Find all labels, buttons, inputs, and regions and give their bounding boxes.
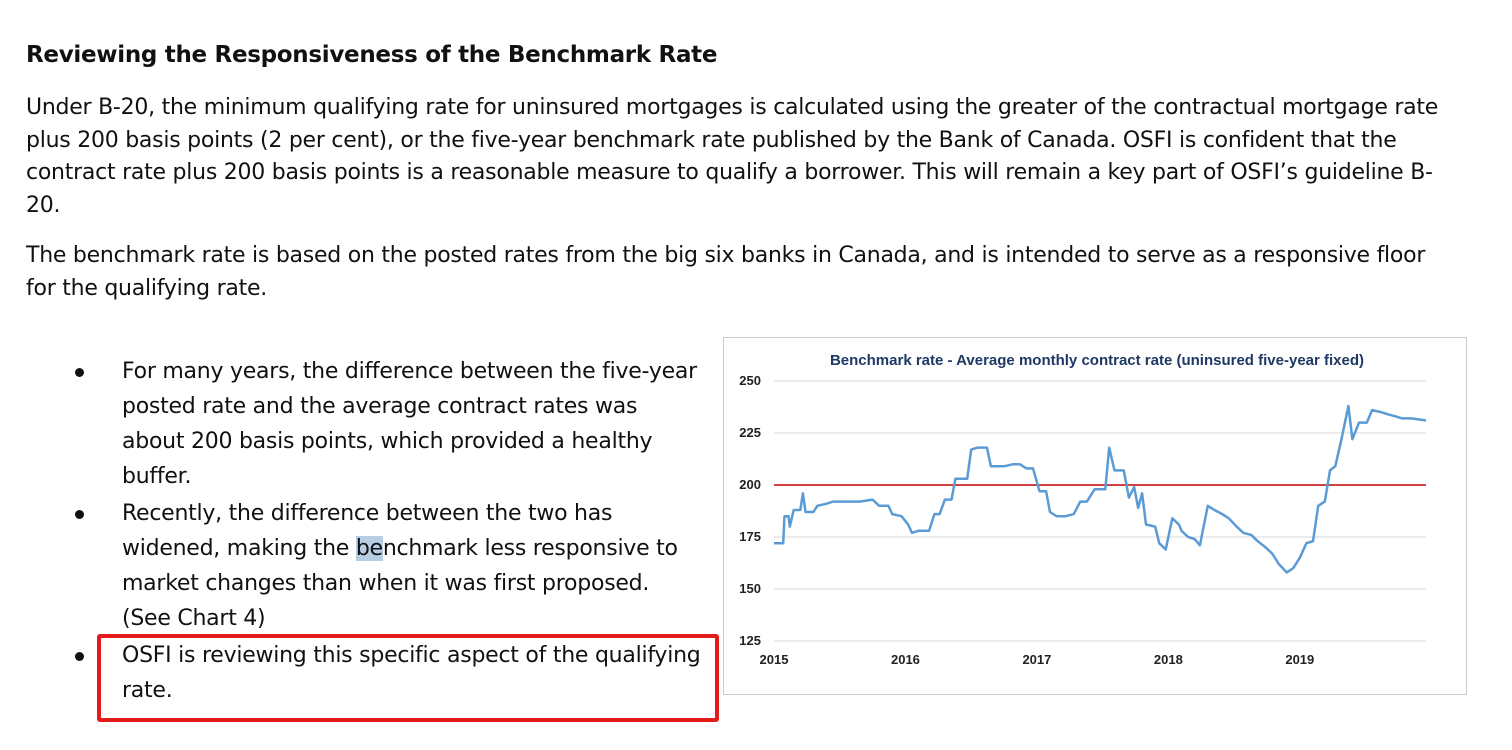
bullet-text-after: nchmark less responsive to market change…: [122, 536, 678, 631]
y-tick-label: 150: [739, 581, 761, 596]
text-selection-highlight[interactable]: be: [355, 536, 383, 561]
section-heading: Reviewing the Responsiveness of the Benc…: [26, 42, 718, 68]
y-tick-label: 125: [739, 633, 761, 648]
chart-title: Benchmark rate - Average monthly contrac…: [830, 352, 1364, 369]
x-tick-label: 2017: [1022, 652, 1051, 667]
bullet-item-osfi-reviewing: OSFI is reviewing this specific aspect o…: [0, 638, 702, 708]
x-tick-label: 2018: [1154, 652, 1183, 667]
paragraph-benchmark-rate: The benchmark rate is based on the poste…: [26, 243, 1426, 301]
chart-canvas: Benchmark rate - Average monthly contrac…: [739, 352, 1427, 667]
bullet-text-before: Recently, the difference between the two…: [122, 501, 613, 561]
series-line-benchmark-spread: [774, 404, 1427, 574]
y-tick-label: 250: [739, 373, 761, 388]
x-tick-label: 2015: [760, 652, 789, 667]
paragraph-b20-qualifying-rate: Under B-20, the minimum qualifying rate …: [26, 95, 1439, 218]
highlight-annotation-box: [97, 634, 719, 722]
y-tick-label: 175: [739, 529, 761, 544]
x-tick-label: 2019: [1285, 652, 1314, 667]
x-tick-label: 2016: [891, 652, 920, 667]
y-tick-label: 225: [739, 425, 761, 440]
y-tick-label: 200: [739, 477, 761, 492]
bullet-item-widened-difference: Recently, the difference between the two…: [0, 496, 702, 636]
bullet-text: OSFI is reviewing this specific aspect o…: [122, 643, 701, 703]
bullet-dot-icon: [75, 652, 84, 661]
bullet-text: For many years, the difference between t…: [122, 359, 697, 489]
bullet-dot-icon: [75, 368, 84, 377]
bullet-list: For many years, the difference between t…: [0, 354, 720, 710]
bullet-item-historical-difference: For many years, the difference between t…: [0, 354, 702, 494]
benchmark-rate-chart: Benchmark rate - Average monthly contrac…: [723, 337, 1467, 695]
bullet-dot-icon: [75, 510, 84, 519]
